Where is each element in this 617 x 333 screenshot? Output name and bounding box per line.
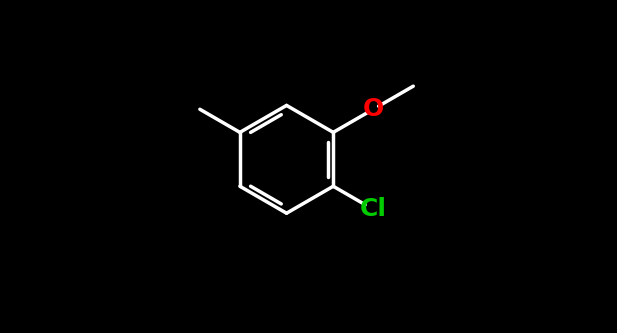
Text: O: O xyxy=(363,97,384,121)
Text: Cl: Cl xyxy=(360,197,387,221)
